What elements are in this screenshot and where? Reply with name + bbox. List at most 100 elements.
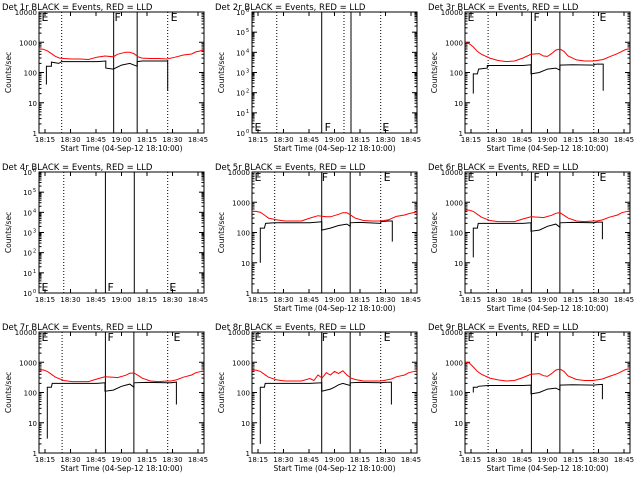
x-tick-label: 19:00	[111, 136, 131, 144]
x-tick-label: 18:45	[614, 456, 634, 464]
y-tick-label: 10	[23, 230, 32, 238]
x-tick-label: 18:15	[137, 136, 157, 144]
y-tick-label: 100	[450, 230, 463, 238]
events-series-line	[472, 221, 603, 258]
x-tick-label: 18:45	[86, 456, 106, 464]
y-tick-label: 10	[241, 260, 250, 268]
chart-panel: Det 2r BLACK = Events, RED = LLD 18:15 18:…	[215, 3, 421, 153]
y-axis-label: Counts/sec	[4, 52, 13, 93]
lld-series-line	[38, 369, 205, 383]
x-tick-label: 18:30	[273, 296, 293, 304]
chart-title: Det 9r BLACK = Events, RED = LLD	[428, 323, 579, 333]
y-axis-label: Counts/sec	[217, 52, 226, 93]
y-tick-label: 10	[236, 9, 245, 17]
plot-frame	[464, 171, 631, 294]
events-series-line	[259, 220, 393, 263]
y-axis-label: Counts/sec	[217, 212, 226, 253]
chart-title: Det 7r BLACK = Events, RED = LLD	[2, 323, 153, 333]
x-axis-label: Start Time (04-Sep-12 18:10:00)	[274, 304, 396, 313]
chart-title: Det 1r BLACK = Events, RED = LLD	[2, 3, 153, 13]
y-tick-label: 10	[241, 420, 250, 428]
y-tick-label: 10	[236, 130, 245, 138]
x-tick-label: 18:30	[60, 296, 80, 304]
x-tick-label: 18:30	[162, 456, 182, 464]
chart-panel: Det 7r BLACK = Events, RED = LLD 18:15 18:…	[2, 323, 208, 473]
y-tick-label: 10	[23, 290, 32, 298]
x-tick-label: 18:15	[461, 456, 481, 464]
event-marker: E	[41, 11, 48, 24]
y-tick-label: 10	[28, 420, 37, 428]
y-tick-label: 1	[246, 290, 250, 298]
x-tick-label: 18:45	[299, 296, 319, 304]
event-marker: F	[322, 171, 328, 184]
events-series-line	[259, 381, 392, 444]
x-tick-label: 19:00	[324, 136, 344, 144]
y-tick-label: 1	[459, 290, 463, 298]
y-axis-label: Counts/sec	[4, 212, 13, 253]
x-tick-label: 18:15	[563, 456, 583, 464]
x-tick-label: 18:45	[86, 296, 106, 304]
event-marker: E	[169, 281, 176, 294]
event-marker: E	[467, 331, 474, 344]
x-tick-label: 18:30	[588, 456, 608, 464]
y-tick-label: 1000	[232, 359, 250, 367]
x-tick-label: 18:45	[188, 136, 208, 144]
y-tick-label: 10	[236, 70, 245, 78]
plot-frame	[464, 331, 631, 454]
x-tick-label: 19:00	[111, 296, 131, 304]
y-tick-exponent: 1	[246, 109, 249, 115]
y-tick-exponent: 2	[246, 89, 249, 95]
y-tick-label: 1000	[445, 359, 463, 367]
lld-series-line	[252, 369, 418, 382]
y-axis-label: Counts/sec	[217, 372, 226, 413]
y-tick-label: 10	[23, 270, 32, 278]
y-tick-exponent: 0	[33, 289, 36, 295]
event-marker: E	[384, 171, 391, 184]
y-tick-label: 10	[23, 189, 32, 197]
y-tick-label: 1	[459, 450, 463, 458]
y-tick-label: 10	[236, 29, 245, 37]
x-tick-label: 18:45	[86, 136, 106, 144]
y-tick-label: 1	[459, 130, 463, 138]
y-tick-label: 10	[454, 420, 463, 428]
y-tick-label: 10000	[15, 329, 37, 337]
x-tick-label: 18:45	[401, 136, 421, 144]
chart-title: Det 8r BLACK = Events, RED = LLD	[215, 323, 366, 333]
y-tick-exponent: 4	[246, 48, 249, 54]
x-axis-label: Start Time (04-Sep-12 18:10:00)	[61, 464, 183, 473]
x-tick-label: 18:45	[299, 456, 319, 464]
x-tick-label: 18:30	[588, 296, 608, 304]
event-marker: F	[533, 171, 539, 184]
events-series-line	[472, 63, 604, 94]
event-marker: E	[254, 331, 261, 344]
y-tick-label: 1000	[19, 39, 37, 47]
lld-series-line	[465, 209, 631, 223]
x-tick-label: 19:00	[324, 296, 344, 304]
x-tick-label: 19:00	[537, 136, 557, 144]
x-tick-label: 18:15	[461, 296, 481, 304]
x-tick-label: 18:45	[512, 456, 532, 464]
y-tick-label: 10000	[441, 9, 463, 17]
chart-title: Det 5r BLACK = Events, RED = LLD	[215, 163, 366, 173]
y-axis-label: Counts/sec	[4, 372, 13, 413]
event-marker: E	[599, 171, 606, 184]
y-tick-label: 100	[237, 390, 250, 398]
event-marker: E	[384, 331, 391, 344]
chart-title: Det 4r BLACK = Events, RED = LLD	[2, 163, 153, 173]
event-marker: F	[114, 11, 120, 24]
y-tick-label: 10	[236, 49, 245, 57]
y-axis-label: Counts/sec	[430, 52, 439, 93]
y-tick-exponent: 0	[246, 129, 249, 135]
event-marker: F	[322, 331, 328, 344]
y-tick-label: 10	[28, 100, 37, 108]
events-series-line	[46, 381, 177, 439]
y-tick-exponent: 4	[33, 208, 36, 214]
y-tick-exponent: 5	[246, 28, 249, 34]
y-tick-label: 1000	[19, 359, 37, 367]
y-tick-exponent: 2	[33, 249, 36, 255]
x-tick-label: 18:30	[375, 456, 395, 464]
x-tick-label: 18:15	[35, 136, 55, 144]
event-marker: E	[41, 281, 48, 294]
plot-frame	[251, 331, 418, 454]
x-axis-label: Start Time (04-Sep-12 18:10:00)	[487, 144, 609, 153]
